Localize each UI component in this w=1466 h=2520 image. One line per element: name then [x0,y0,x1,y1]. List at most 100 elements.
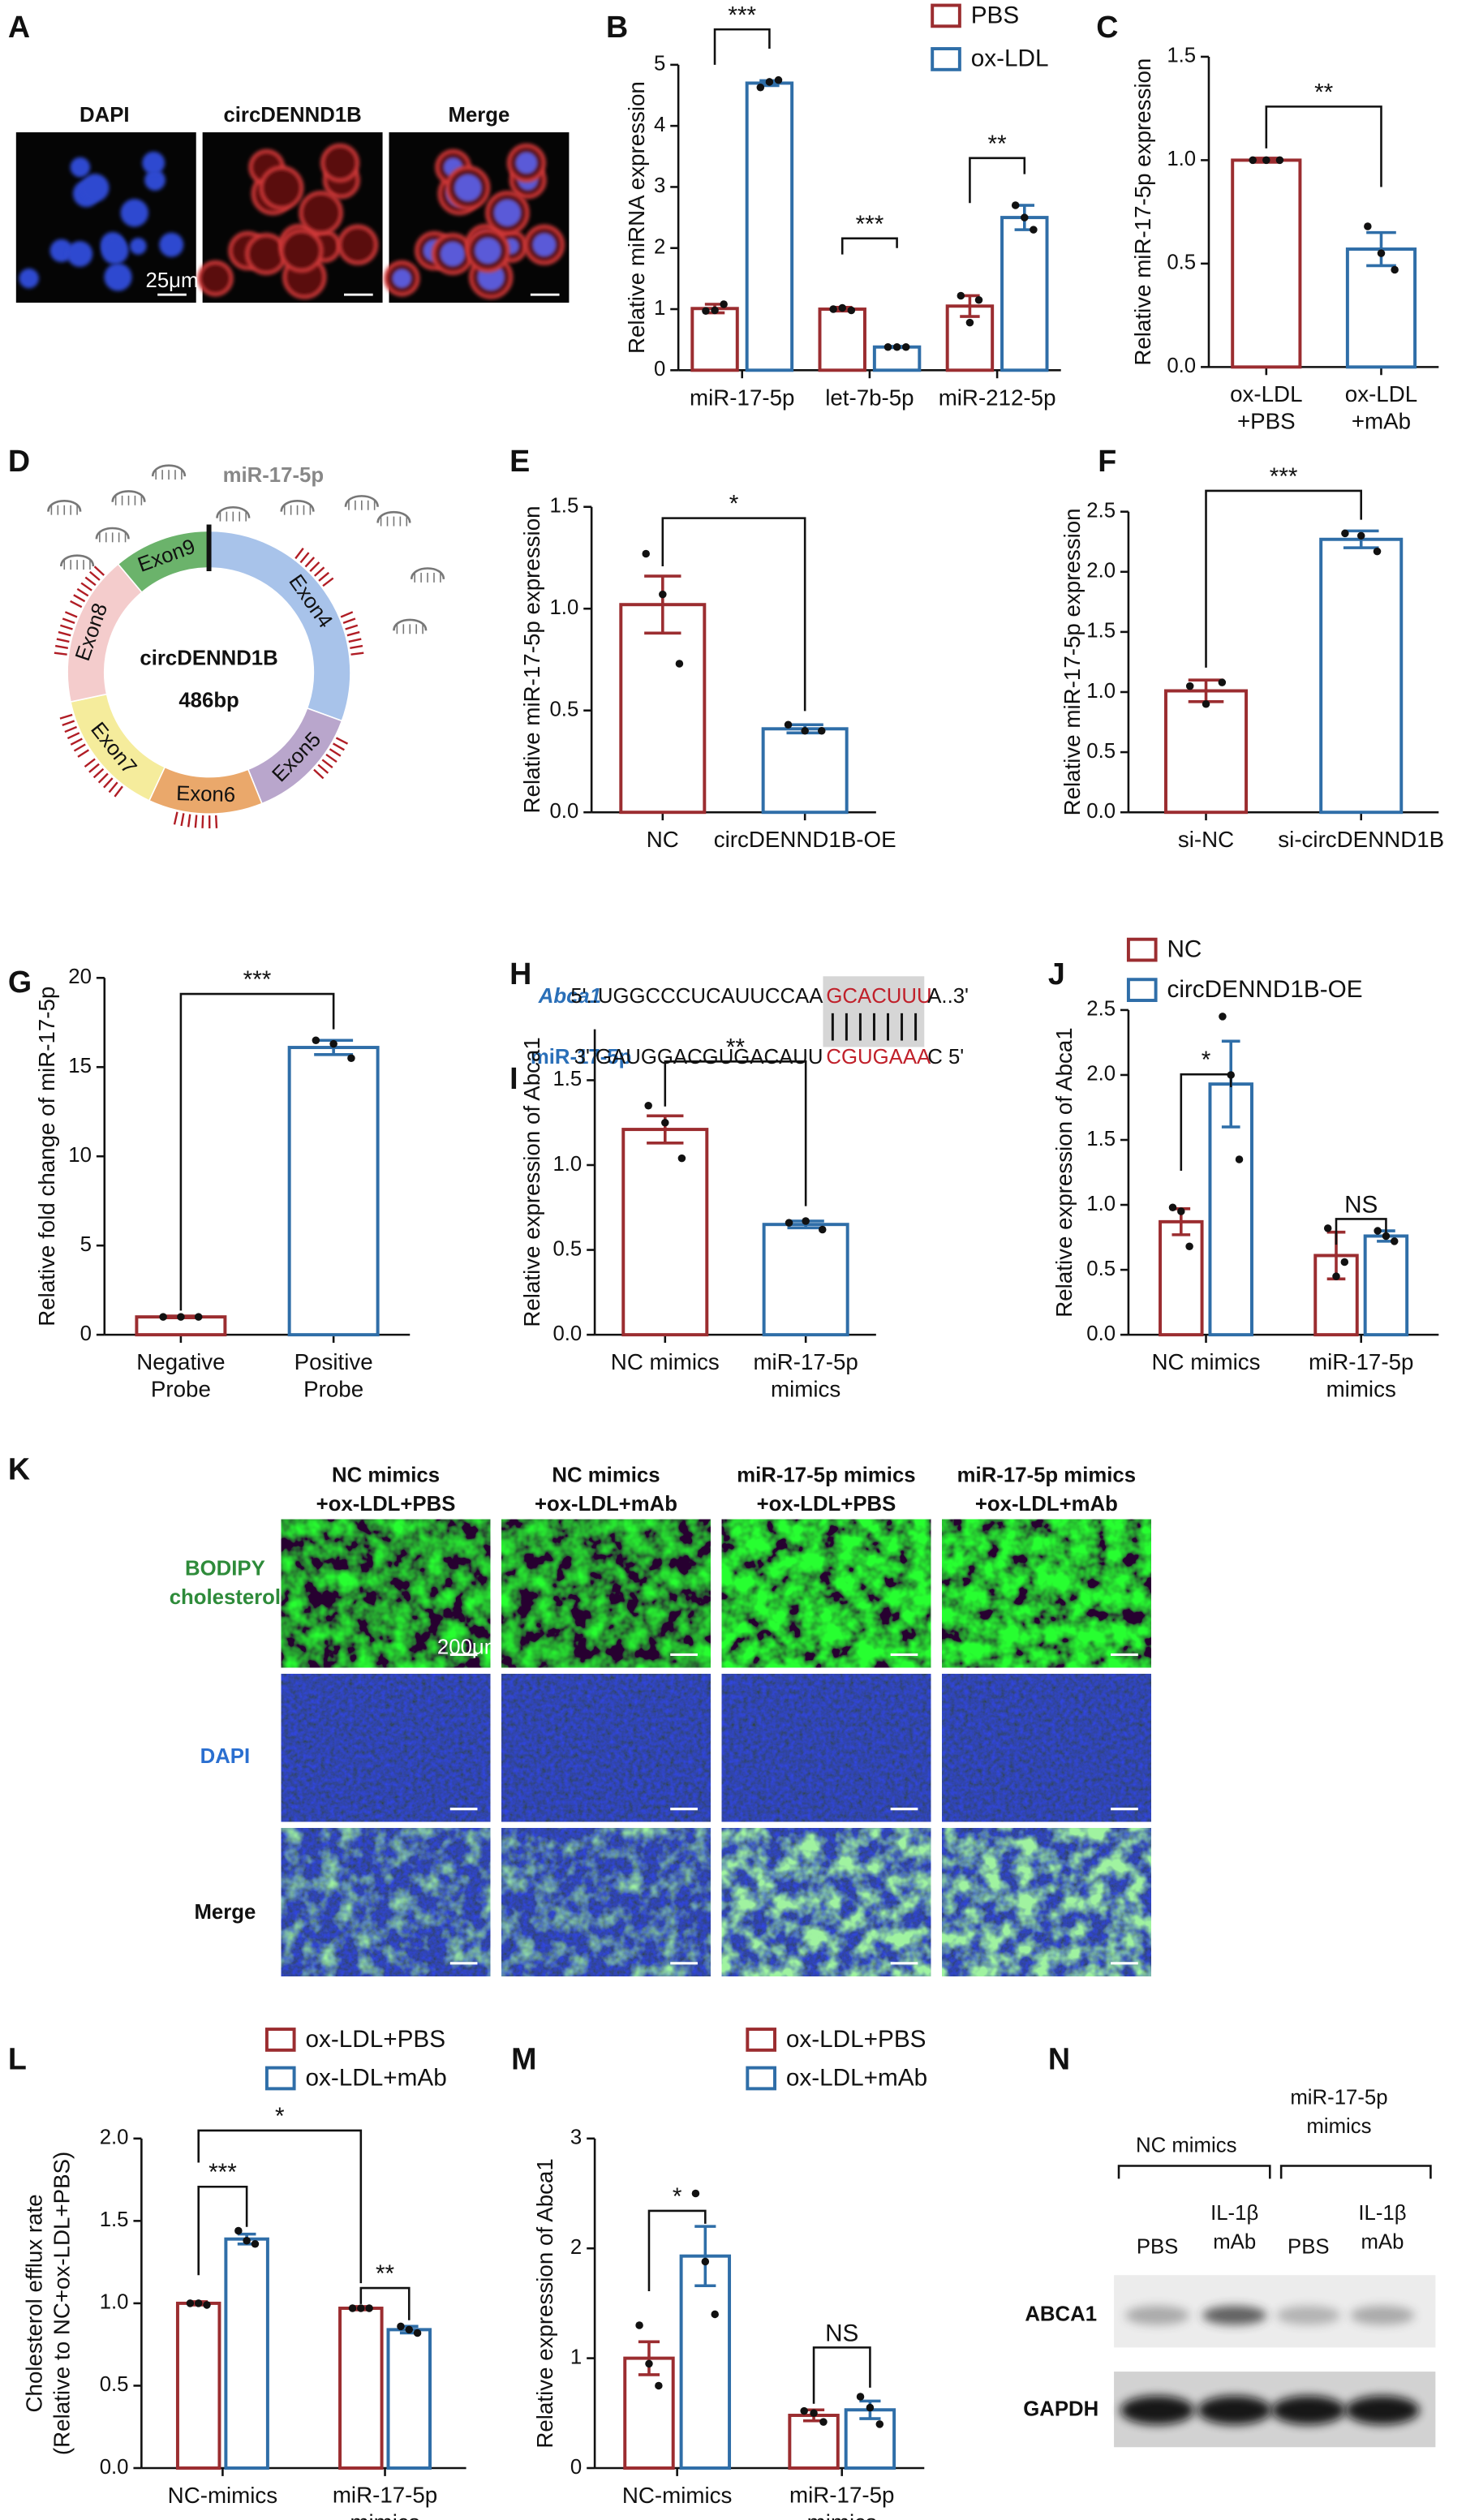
y-tick-label: 2 [570,2236,582,2259]
data-point [661,1118,669,1127]
bar [745,81,794,372]
nucleus [19,268,39,289]
bar-chart: 0 5 10 15 20 Relative fold change of miR-17-5… [34,965,411,1402]
bar-chart: 0.0 0.5 1.0 1.5 Relative miR-17-5p expressio… [1130,45,1439,434]
y-tick-label: 2.0 [1086,560,1116,583]
data-point [1219,1013,1227,1021]
y-tick-label: 15 [68,1055,92,1077]
legend-swatch [746,2066,776,2091]
text-line: Negative [136,1349,225,1374]
y-tick-label: 0.0 [552,1322,582,1345]
circrna-name: circDENND1B [140,647,277,670]
legend-label: ox-LDL+PBS [786,2026,926,2053]
band [1120,2395,1195,2425]
text-line: mimics [1306,2115,1371,2138]
y-tick-label: 2 [654,236,665,259]
data-point [883,342,892,351]
data-point [1323,1224,1332,1232]
x-tick-label: ox-LDL +PBS [1230,381,1302,434]
nucleus [531,232,557,257]
y-tick-label: 1.5 [549,495,578,518]
y-tick-label: 5 [80,1233,92,1256]
text-line: ox-LDL [1345,381,1417,406]
binding-site [62,720,75,727]
binding-site [350,652,364,656]
legend-label: ox-LDL+PBS [305,2026,445,2053]
row-label: Merge [194,1901,256,1924]
data-point [1390,1237,1399,1245]
data-point [1185,682,1194,690]
data-point [1021,213,1029,221]
bar [818,307,866,372]
panel-letter: J [1048,957,1065,991]
data-point [866,2403,875,2412]
data-point [203,2301,211,2309]
group-bracket [1279,2165,1432,2179]
nucleus [493,199,522,227]
sequence: C 5' [927,1046,964,1069]
panel-letter: H [509,957,531,991]
bar [762,1223,849,1337]
panel-letter: F [1098,444,1116,478]
significance-label: *** [728,2,756,28]
image-label: DAPI [80,104,130,127]
micrograph [281,1519,491,1668]
bar [679,2254,732,2470]
error-bar [1366,230,1396,268]
image-label: circDENND1B [223,104,361,127]
text-line: mimics [350,2510,419,2520]
data-point [1235,1155,1244,1163]
scale-label: 200μm [437,1636,501,1658]
band [1197,2395,1272,2425]
cell-membrane [337,224,379,265]
mirna-icon [111,490,146,503]
x-tick-label: miR-17-5p mimics [333,2483,437,2520]
nucleus [80,174,110,202]
panel-letter: E [509,444,530,478]
data-point [774,75,783,84]
y-tick-label: 2.0 [1086,1063,1116,1086]
y-tick-label: 5 [654,53,665,75]
mirna-icon [216,506,251,518]
sequence: A..3' [927,985,969,1008]
bar [224,2237,269,2470]
binding-site [317,763,329,774]
data-point [186,2299,195,2307]
data-point [810,2409,818,2418]
circrna-length: 486bp [178,689,239,712]
binding-site [322,577,334,587]
binding-site [294,548,304,560]
binding-site [318,571,329,582]
y-tick-label: 3 [654,174,665,197]
y-axis-label: Relative expression of Abca1 [519,1037,544,1327]
data-point [1262,156,1270,165]
significance-label: ** [726,1034,746,1060]
data-point [875,2420,884,2428]
significance-label: ** [376,2260,395,2287]
panel-letter: K [8,1451,30,1486]
binding-site [84,758,96,768]
significance-bracket [647,2209,707,2292]
binding-site [60,624,73,630]
y-tick-label: 20 [68,965,92,988]
significance-bracket [1205,489,1363,668]
significance-label: *** [209,2159,237,2186]
binding-site [64,611,78,618]
text-line: +ox-LDL+PBS [757,1493,896,1516]
data-point [901,342,910,351]
data-point [397,2322,405,2331]
significance-label: *** [856,211,884,238]
y-axis-label: Relative miRNA expression [624,81,649,354]
text-line: miR-17-5p [789,2483,894,2508]
binding-site [103,777,114,789]
data-point [1391,265,1399,274]
data-point [329,1039,337,1048]
text-line: cholesterol [170,1586,281,1609]
seed-sequence: CGUGAAA [826,1046,931,1069]
binding-site [70,600,83,608]
data-point [347,1054,355,1062]
data-point [234,2226,243,2235]
binding-site [97,772,109,784]
